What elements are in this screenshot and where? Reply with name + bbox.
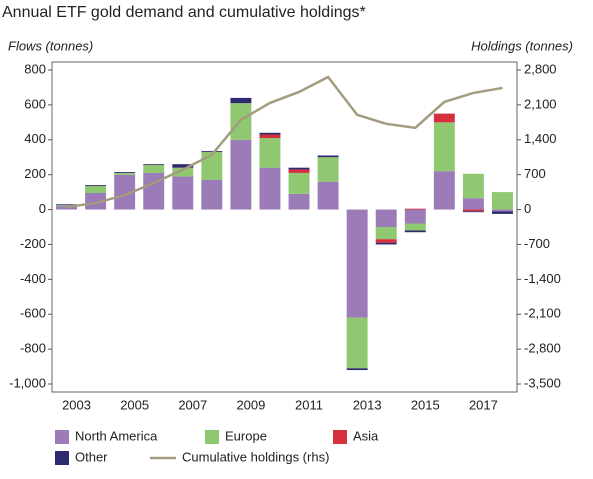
bar-segment (375, 209, 397, 227)
bar-segment (317, 157, 339, 182)
bar-segment (230, 139, 252, 210)
bar-segment (288, 169, 310, 173)
bar-segment (201, 151, 223, 180)
bar-segment (56, 206, 77, 210)
bar-segment (288, 172, 310, 194)
bar-segment (346, 317, 368, 369)
y-tick-label: -800 (20, 341, 46, 356)
legend-label: North America (75, 428, 158, 443)
x-tick-label: 2003 (62, 397, 91, 412)
y-tick-label: 800 (24, 61, 46, 76)
bar-segment (172, 176, 194, 210)
y-axis-title: Flows (tonnes) (8, 38, 93, 53)
y2-tick-label: 1,400 (524, 131, 557, 146)
bar-segment (492, 192, 513, 210)
y-tick-label: -600 (20, 306, 46, 321)
bar-segment (259, 132, 281, 135)
bar-segment (201, 179, 223, 210)
bar-segment (404, 208, 426, 210)
legend-swatch (55, 430, 69, 444)
y-tick-label: 600 (24, 96, 46, 111)
bar-segment (85, 185, 107, 187)
bar-segment (346, 368, 368, 371)
bar-segment (172, 164, 194, 168)
bar-segment (288, 167, 310, 170)
y2-tick-label: -3,500 (524, 375, 561, 390)
bar-segment (143, 165, 165, 173)
y2-tick-label: -2,800 (524, 341, 561, 356)
x-tick-label: 2007 (178, 397, 207, 412)
y2-tick-label: -2,100 (524, 306, 561, 321)
bar-segment (492, 209, 513, 212)
bar-segment (56, 204, 77, 206)
y-tick-label: 0 (39, 201, 46, 216)
legend-label: Europe (225, 428, 267, 443)
legend-label: Asia (353, 428, 379, 443)
bar-segment (346, 209, 368, 318)
y-tick-label: -1,000 (9, 375, 46, 390)
bar-segment (114, 172, 136, 175)
chart-title: Annual ETF gold demand and cumulative ho… (2, 4, 366, 21)
bar-segment (462, 173, 484, 199)
legend-label: Other (75, 449, 108, 464)
bar-segment (404, 223, 426, 231)
bar-segment (317, 181, 339, 210)
y-tick-label: 400 (24, 131, 46, 146)
x-tick-label: 2011 (295, 397, 323, 412)
bar-segment (114, 174, 136, 210)
y2-axis-title: Holdings (tonnes) (471, 38, 573, 53)
x-tick-label: 2005 (120, 397, 149, 412)
x-tick-label: 2013 (353, 397, 382, 412)
bar-segment (259, 167, 281, 210)
legend-swatch (205, 430, 219, 444)
bar-segment (143, 164, 165, 166)
bar-segment (259, 134, 281, 139)
bar-segment (317, 155, 339, 158)
bar-segment (375, 227, 397, 240)
legend-swatch (55, 451, 69, 465)
bar-segment (404, 230, 426, 233)
y2-tick-label: 2,800 (524, 61, 557, 76)
y-tick-label: 200 (24, 166, 46, 181)
bar-segment (404, 209, 426, 224)
legend-label: Cumulative holdings (rhs) (182, 449, 329, 464)
y2-tick-label: 700 (524, 166, 546, 181)
bar-segment (288, 193, 310, 210)
bar-segment (85, 192, 107, 210)
x-tick-label: 2017 (469, 397, 498, 412)
legend-swatch (333, 430, 347, 444)
line-series (66, 75, 503, 209)
bar-segment (259, 138, 281, 168)
plot-frame (51, 61, 518, 393)
bar-segment (462, 209, 484, 212)
y2-tick-label: 0 (524, 201, 531, 216)
bar-segment (433, 171, 455, 210)
bar-segment (114, 172, 136, 173)
bar-segment (462, 211, 484, 213)
y2-tick-label: 2,100 (524, 96, 557, 111)
y2-tick-label: -700 (524, 236, 550, 251)
bar-segment (433, 113, 455, 123)
x-tick-label: 2009 (236, 397, 265, 412)
y-tick-label: -400 (20, 271, 46, 286)
bar-segment (462, 198, 484, 210)
bar-segment (230, 97, 252, 104)
bar-segment (492, 211, 513, 214)
bar-segment (433, 122, 455, 172)
bar-segment (56, 205, 77, 207)
bar-segment (172, 167, 194, 177)
y-tick-label: -200 (20, 236, 46, 251)
bar-segment (201, 151, 223, 152)
x-tick-label: 2015 (411, 397, 440, 412)
bar-segment (375, 242, 397, 245)
y2-tick-label: -1,400 (524, 271, 561, 286)
bar-segment (85, 186, 107, 193)
bar-segment (375, 239, 397, 243)
